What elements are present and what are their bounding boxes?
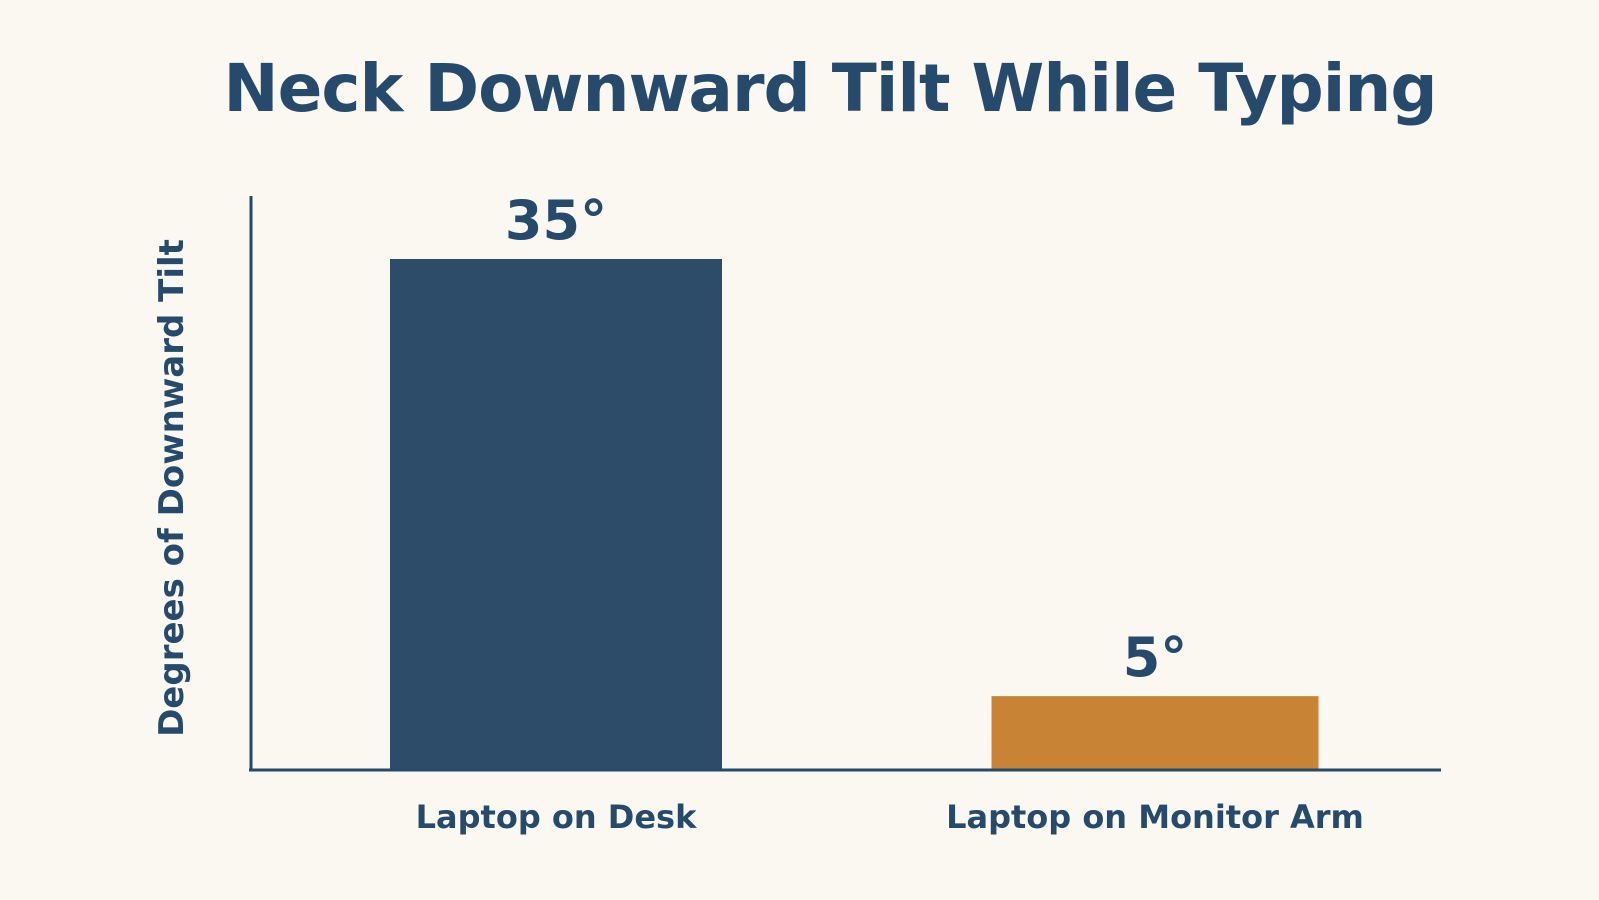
chart-title: Neck Downward Tilt While Typing — [223, 50, 1437, 127]
bar-2 — [991, 696, 1319, 769]
bars-layer — [390, 259, 1319, 769]
x-tick-label-1: Laptop on Desk — [416, 798, 697, 836]
bar-1 — [390, 259, 722, 769]
data-label-2: 5° — [1123, 626, 1188, 689]
x-tick-label-2: Laptop on Monitor Arm — [946, 798, 1364, 836]
data-label-1: 35° — [505, 189, 607, 252]
labels-layer: 35° Laptop on Desk 5° Laptop on Monitor Arm — [416, 189, 1364, 836]
